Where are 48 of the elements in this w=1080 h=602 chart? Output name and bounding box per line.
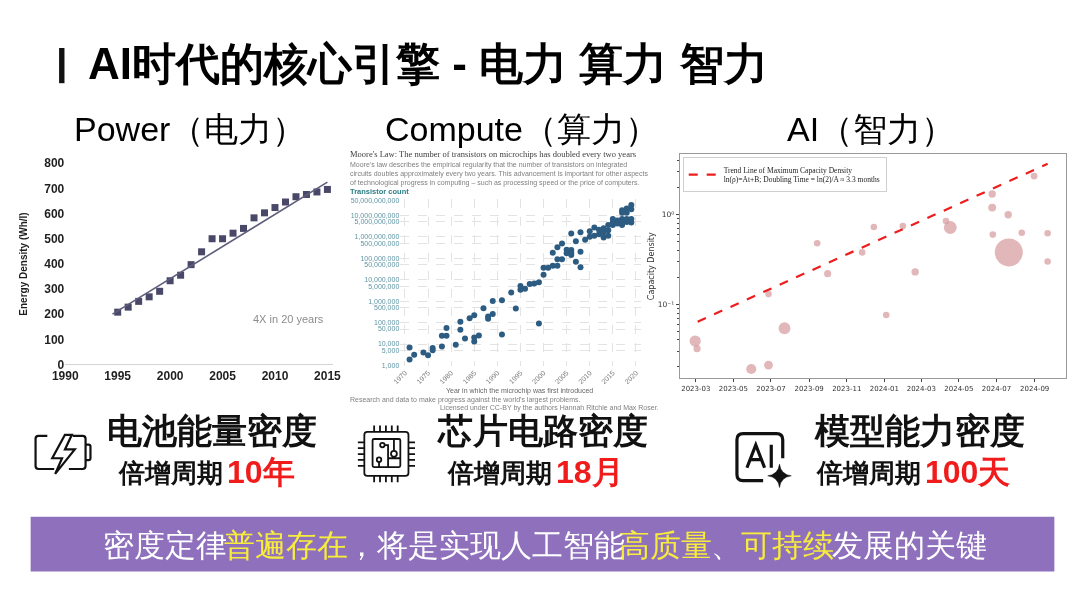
point: [219, 235, 227, 243]
y-tick-label: 600: [44, 206, 65, 221]
point: [271, 204, 279, 212]
text: 模型能力密度: [814, 411, 1025, 450]
text: 密度定律: [103, 528, 227, 563]
annotation: 4X in 20 years: [253, 313, 324, 325]
y-tick-label: 100: [44, 332, 65, 347]
text: 倍增周期: [447, 458, 552, 488]
y-axis-title: Capacity Density: [646, 232, 656, 301]
text: 电池能量密度: [107, 411, 317, 450]
point: [292, 193, 300, 201]
text: 倍增周期: [816, 458, 921, 488]
text: 100天: [925, 454, 1011, 490]
y-tick-label: 300: [44, 282, 65, 297]
text: 10年: [227, 454, 295, 490]
point: [229, 229, 237, 237]
chart-title: AI（智力）: [787, 110, 956, 148]
x-tick-label: 2015: [314, 368, 342, 383]
y-tick-label: 500: [44, 231, 65, 246]
point: [145, 293, 153, 301]
y-tick-label: 400: [44, 257, 65, 272]
text: AI时代的核心引擎 - 电力 算力 智力: [88, 39, 768, 88]
y-tick-label: 700: [44, 181, 65, 196]
text: 发展的关键: [832, 528, 987, 563]
chart-title: Compute（算力）: [385, 110, 659, 148]
chart-title: Power（电力）: [74, 110, 307, 148]
point: [250, 214, 258, 222]
x-tick-label: 1995: [104, 368, 132, 383]
point: [281, 198, 289, 206]
x-tick-label: 2010: [261, 368, 289, 383]
point: [208, 235, 216, 243]
y-axis-title: Energy Density (Wh/l): [17, 212, 29, 316]
text: 可持续: [741, 528, 834, 563]
x-tick-label: 2005: [209, 368, 237, 383]
point: [261, 209, 268, 217]
text: 、: [711, 528, 742, 563]
point: [198, 248, 206, 256]
text: 18月: [556, 454, 624, 490]
text: 倍增周期: [118, 458, 223, 488]
point: [240, 224, 248, 232]
point: [156, 287, 164, 295]
y-tick-label: 200: [44, 307, 65, 322]
chart-subtitle: Moore's Law: The number of transistors on microchips has doubled every two years: [350, 149, 637, 159]
y-tick-label: 800: [44, 156, 65, 171]
text: 芯片电路密度: [437, 411, 648, 450]
text: 普遍存在: [224, 528, 348, 563]
point: [323, 185, 331, 193]
x-tick-label: 2000: [156, 368, 184, 383]
